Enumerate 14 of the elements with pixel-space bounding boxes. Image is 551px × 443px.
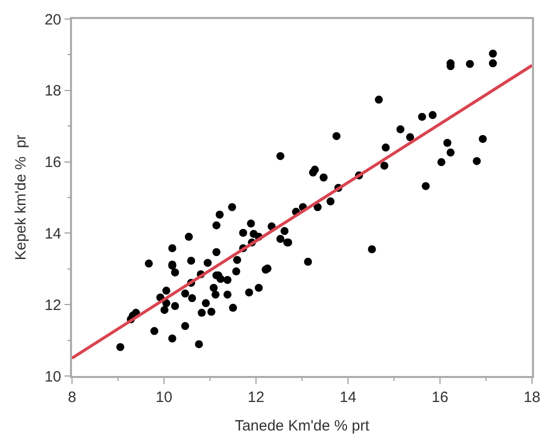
y-tick-label: 14 (44, 225, 62, 242)
x-tick-label: 8 (68, 388, 76, 406)
y-tick-label: 12 (44, 296, 62, 314)
x-tick-label: 16 (432, 388, 448, 406)
y-tick-label: 20 (44, 11, 62, 28)
y-tick-label: 10 (44, 368, 62, 386)
x-tick-label: 12 (248, 388, 264, 406)
y-tick-label: 16 (44, 154, 62, 172)
x-tick-label: 14 (340, 388, 356, 406)
x-axis-title: Tanede Km'de % prt (234, 417, 370, 434)
x-tick-label: 10 (156, 388, 172, 406)
y-axis-title: Kepek km'de % pr (12, 134, 30, 260)
y-tick-label: 18 (44, 82, 62, 100)
x-tick-label: 18 (524, 388, 540, 406)
